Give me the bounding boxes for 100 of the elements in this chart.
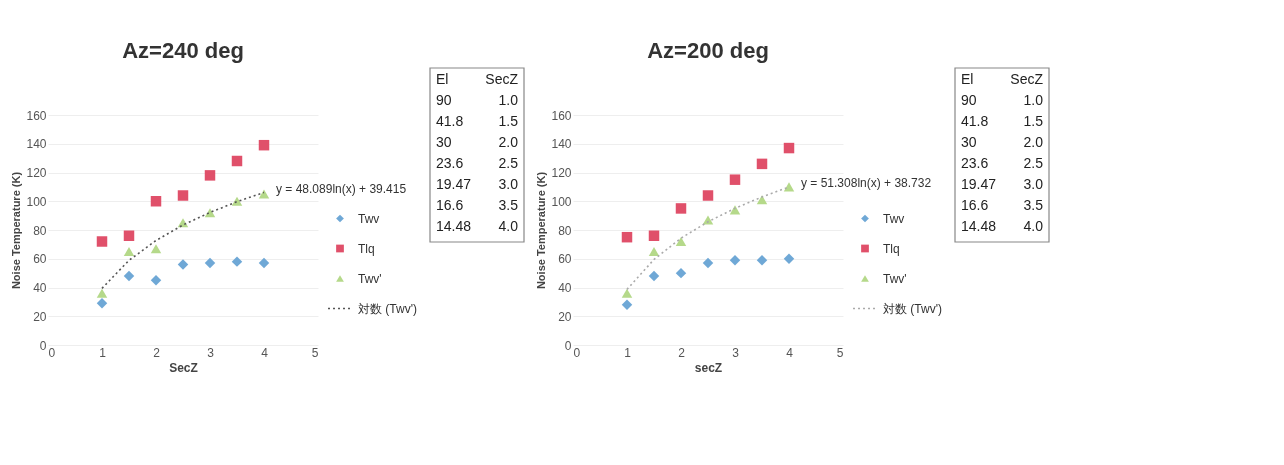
point [231,155,243,167]
point [702,257,714,269]
point [783,142,795,154]
y-tick-label: 160 [551,108,572,123]
point [648,230,660,241]
text: 16.6 [436,197,464,213]
point [123,230,135,241]
legend-label: Twv [358,211,380,226]
y-tick-label: 60 [33,252,47,267]
text: SecZ [1010,71,1044,87]
text: 2.5 [498,155,519,171]
text: 30 [436,134,452,150]
text: 2.5 [1023,155,1044,171]
y-tick-label: 60 [558,252,572,267]
y-tick-label: 100 [26,194,47,209]
point [756,158,768,170]
y-tick-label: 40 [33,281,47,295]
text: El [961,71,974,87]
text: 1.0 [498,92,519,108]
text: 2.0 [1023,134,1044,150]
point [621,231,633,243]
point [204,257,216,269]
text: 41.8 [436,113,464,129]
point [675,267,687,279]
point [96,298,108,309]
legend-label: Twv' [883,271,907,286]
text: 3.0 [1023,176,1044,192]
point [621,299,633,310]
x-tick-label: 4 [261,345,269,360]
legend-label: Tlq [358,241,375,256]
text: 3.5 [1023,197,1044,213]
point [675,236,687,247]
point [675,203,687,214]
y-tick-label: 20 [33,309,47,324]
y-axis-title: Noise Temperature (K) [10,171,23,290]
point [258,257,270,269]
text: 23.6 [961,155,989,171]
x-axis-title: secZ [694,360,723,375]
point [729,174,741,185]
point [204,170,216,181]
point [150,196,162,207]
text: 16.6 [961,197,989,213]
text: 19.47 [436,176,472,192]
legend-label: Tlq [883,241,900,256]
text: 3.0 [498,176,519,192]
text: 90 [961,92,977,108]
point [258,139,270,151]
text: 1.5 [498,113,519,129]
legend-label: 対数 (Twv') [883,301,942,316]
text: El [436,71,449,87]
y-tick-label: 120 [26,166,47,180]
x-tick-label: 4 [786,345,794,360]
point [96,236,108,247]
point [729,254,741,266]
text: 19.47 [961,176,997,192]
point [783,253,795,264]
text: SecZ [485,71,519,87]
point [756,254,768,266]
x-axis-title: SecZ [169,360,198,375]
x-tick-label: 3 [732,345,740,360]
y-tick-label: 80 [33,223,47,238]
y-tick-label: 100 [551,194,572,209]
x-tick-label: 5 [311,345,319,360]
x-tick-label: 2 [678,345,686,360]
point [231,196,243,206]
y-tick-label: 120 [551,166,572,180]
point [96,288,108,298]
annotation: y = 48.089ln(x) + 39.415 [276,181,407,196]
text: 14.48 [961,218,997,234]
text: 41.8 [961,113,989,129]
chart-title: Az=240 deg [122,38,244,64]
text: 23.6 [436,155,464,171]
text: 30 [961,134,977,150]
point [231,256,243,267]
x-tick-label: 5 [836,345,844,360]
x-tick-label: 2 [153,345,161,360]
y-tick-label: 20 [558,309,572,324]
point [150,244,162,254]
y-tick-label: 140 [551,137,572,152]
legend-label: Twv [883,211,905,226]
point [177,259,189,270]
text: 3.5 [498,197,519,213]
text: 1.0 [1023,92,1044,108]
text: 1.5 [1023,113,1044,129]
legend-label: 対数 (Twv') [358,301,417,316]
y-tick-label: 80 [558,223,572,238]
chart-title: Az=200 deg [647,38,769,64]
y-axis-title: Noise Temperature (K) [535,171,548,290]
text: 4.0 [498,218,519,234]
legend-label: Twv' [358,271,382,286]
point [621,288,633,298]
point [150,275,162,286]
text: 14.48 [436,218,472,234]
x-tick-label: 1 [99,345,107,360]
point [123,247,135,257]
point [648,270,660,282]
point [123,270,135,282]
text: 4.0 [1023,218,1044,234]
point [702,190,714,201]
x-tick-label: 3 [207,345,215,360]
